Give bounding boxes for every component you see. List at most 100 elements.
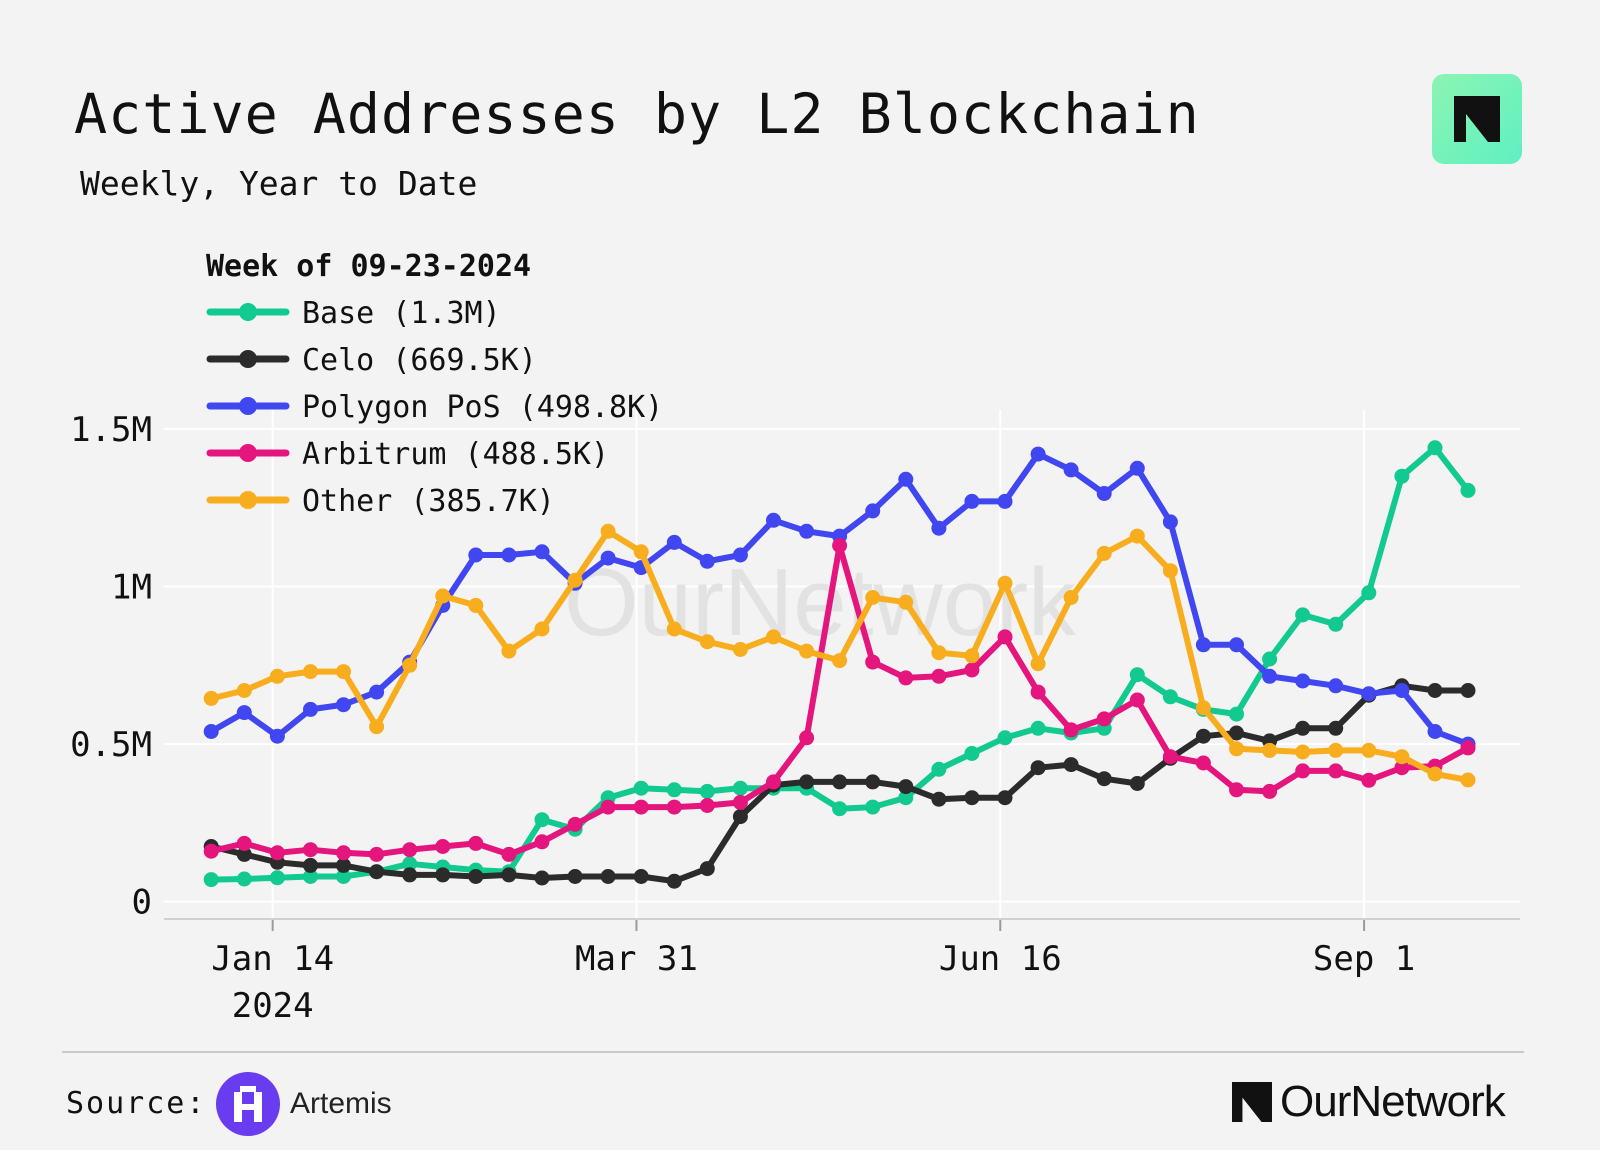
data-point (336, 697, 351, 713)
data-point (1229, 706, 1244, 722)
data-point (699, 798, 715, 813)
data-point (699, 553, 715, 569)
data-point (1394, 683, 1410, 698)
data-point (567, 572, 583, 588)
data-point (468, 835, 484, 851)
data-point (1262, 742, 1278, 758)
legend-swatch-marker (239, 397, 257, 415)
legend-swatch-marker (239, 350, 257, 368)
data-point (1096, 771, 1112, 787)
data-point (435, 588, 451, 604)
data-point (1195, 700, 1211, 716)
data-point (832, 801, 848, 817)
legend-item: Celo (669.5K) (206, 343, 537, 378)
legend-label: Polygon PoS (498.8K) (302, 390, 663, 425)
grid-lines (164, 410, 1520, 931)
data-point (865, 774, 881, 790)
data-point (964, 648, 980, 664)
data-point (1030, 656, 1046, 672)
data-point (534, 870, 550, 886)
data-point (534, 621, 550, 637)
data-point (633, 780, 649, 796)
data-point (369, 684, 385, 700)
legend-item: Polygon PoS (498.8K) (206, 390, 663, 425)
legend-label: Celo (669.5K) (302, 343, 537, 378)
data-point (468, 869, 484, 884)
data-point (303, 842, 318, 858)
data-point (964, 746, 980, 761)
data-point (1262, 651, 1278, 667)
data-point (1129, 460, 1145, 476)
data-point (766, 629, 781, 645)
y-tick-label: 0 (132, 883, 152, 923)
data-point (1460, 482, 1476, 498)
data-point (732, 780, 748, 796)
x-tick-label: Jun 16 (939, 939, 1062, 979)
artemis-logo-icon (216, 1072, 280, 1136)
data-point (402, 856, 418, 872)
data-point (236, 871, 252, 887)
source-name: Artemis (290, 1087, 392, 1120)
series-other (203, 523, 1476, 788)
data-point (865, 654, 881, 670)
legend-item: Other (385.7K) (206, 484, 555, 519)
data-point (699, 783, 715, 799)
source-label: Source: (66, 1086, 207, 1121)
data-point (236, 835, 252, 851)
x-tick-label: Sep 1 (1313, 939, 1415, 979)
data-point (203, 724, 219, 739)
data-point (1427, 724, 1443, 739)
ournetwork-brand-icon (1232, 1082, 1272, 1122)
data-point (1427, 683, 1443, 698)
legend-title: Week of 09-23-2024 (206, 249, 531, 284)
y-tick-label: 0.5M (70, 725, 152, 765)
data-point (236, 683, 252, 698)
legend-item: Arbitrum (488.5K) (206, 437, 609, 472)
legend-label: Other (385.7K) (302, 484, 555, 519)
data-point (766, 774, 781, 790)
data-point (666, 873, 682, 889)
data-point (468, 597, 484, 613)
data-point (799, 774, 815, 790)
x-tick-sublabel: 2024 (232, 986, 314, 1026)
data-point (699, 861, 715, 877)
data-point (799, 523, 815, 539)
chart-title: Active Addresses by L2 Blockchain (74, 82, 1200, 146)
data-point (1460, 772, 1476, 788)
data-point (1262, 783, 1278, 799)
data-point (402, 842, 418, 858)
ournetwork-badge-logo (1432, 74, 1522, 164)
data-point (534, 812, 550, 828)
data-point (633, 799, 649, 815)
data-point (567, 869, 583, 884)
legend-swatch-marker (239, 491, 257, 509)
data-point (1394, 468, 1410, 484)
data-point (435, 867, 451, 883)
data-point (732, 809, 748, 825)
data-point (1460, 683, 1476, 698)
legend-label: Arbitrum (488.5K) (302, 437, 609, 472)
x-tick-label: Mar 31 (575, 939, 698, 979)
data-point (898, 779, 914, 795)
data-point (1361, 772, 1377, 788)
data-point (898, 594, 914, 610)
data-point (269, 728, 285, 744)
data-point (1030, 446, 1046, 462)
data-point (1063, 462, 1079, 478)
data-point (369, 864, 385, 880)
data-point (336, 664, 351, 680)
data-point (1063, 722, 1079, 738)
data-point (1295, 744, 1311, 760)
data-point (567, 816, 583, 832)
data-point (1030, 684, 1046, 700)
data-point (931, 668, 947, 684)
data-point (1328, 742, 1344, 758)
data-point (1195, 728, 1211, 744)
data-point (865, 503, 881, 519)
data-point (931, 761, 947, 777)
data-point (1328, 616, 1344, 632)
data-point (832, 653, 848, 669)
data-point (799, 730, 815, 746)
legend-swatch-marker (239, 444, 257, 462)
data-point (1295, 720, 1311, 736)
